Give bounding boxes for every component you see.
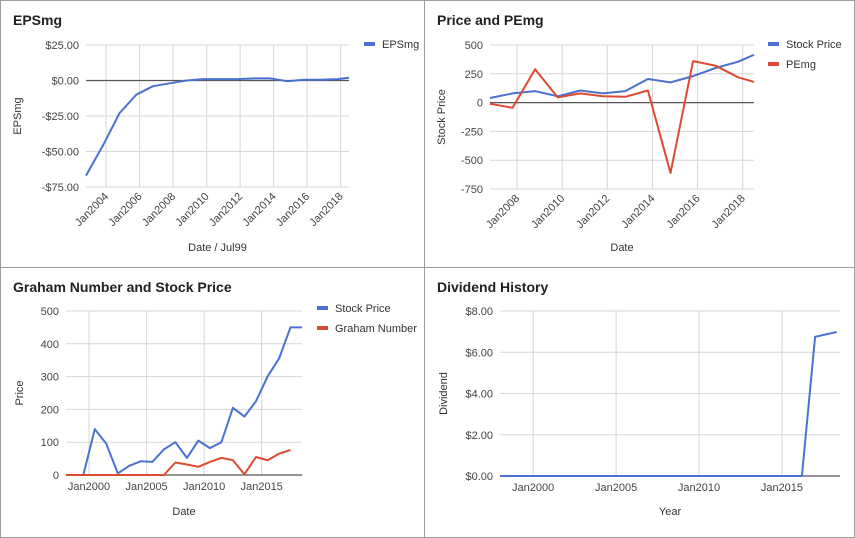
dividend-chart: $8.00 $6.00 $4.00 $2.00 $0.00 Jan2000 Jan2005 J… — [438, 306, 840, 518]
pe-legend-swatch — [768, 42, 779, 46]
graham-x-tick-label: Jan2000 — [68, 481, 110, 493]
eps-y-tick-label: $25.00 — [45, 40, 79, 52]
graham-series-line-0 — [66, 326, 302, 476]
pe-y-tick-label: 0 — [477, 98, 483, 110]
graham-y-tick-label: 0 — [53, 470, 59, 482]
pe-series-line-0 — [489, 53, 755, 99]
eps-x-tick-label: Jan2014 — [240, 191, 278, 229]
pe-legend-label: Stock Price — [786, 39, 842, 51]
graham-chart: 500 400 300 200 100 0 Jan2000 Jan2005 Jan2010 Jan… — [14, 303, 417, 518]
graham-y-tick-label: 100 — [41, 437, 59, 449]
pe-y-tick-label: -750 — [461, 184, 483, 196]
eps-x-tick-label: Jan2006 — [106, 191, 144, 229]
graham-y-tick-label: 500 — [41, 306, 59, 318]
graham-series-line-1 — [66, 449, 291, 476]
dividend-y-tick-label: $6.00 — [465, 347, 493, 359]
pe-x-tick-label: Jan2012 — [574, 193, 612, 231]
pe-legend-swatch — [768, 62, 779, 66]
dividend-x-tick-label: Jan2005 — [595, 482, 637, 494]
eps-x-tick-label: Jan2010 — [173, 191, 211, 229]
dividend-y-tick-label: $4.00 — [465, 389, 493, 401]
graham-y-tick-label: 300 — [41, 372, 59, 384]
eps-chart-title: EPSmg — [13, 12, 63, 28]
graham-x-tick-label: Jan2015 — [241, 481, 283, 493]
eps-y-tick-label: $0.00 — [51, 76, 79, 88]
pe-y-tick-label: 250 — [465, 69, 483, 81]
pe-x-axis-title: Date — [610, 242, 633, 254]
eps-chart-panel: EPSmg $25.00 $0.00 -$25.00 -$50.00 -$75.00 Ja… — [0, 0, 425, 268]
pe-legend-label: PEmg — [786, 59, 816, 71]
pe-x-tick-label: Jan2008 — [484, 193, 522, 231]
graham-x-tick-label: Jan2010 — [183, 481, 225, 493]
dividend-y-tick-label: $8.00 — [465, 306, 493, 318]
eps-x-tick-label: Jan2004 — [73, 191, 111, 229]
eps-x-tick-label: Jan2012 — [207, 191, 245, 229]
eps-chart: $25.00$0.00-$25.00-$50.00-$75.00Jan2004J… — [12, 39, 419, 254]
eps-y-tick-label: -$75.00 — [42, 182, 79, 194]
dividend-y-tick-label: $2.00 — [465, 430, 493, 442]
graham-x-axis-title: Date — [172, 506, 195, 518]
pe-y-axis-title: Stock Price — [436, 89, 448, 145]
pe-x-tick-label: Jan2016 — [664, 193, 702, 231]
eps-legend-swatch — [364, 42, 375, 46]
dividend-chart-title: Dividend History — [437, 279, 549, 295]
dividend-chart-panel: Dividend History $8.00 $6.00 $4.00 $2.00 $0.… — [424, 267, 855, 538]
pe-y-tick-label: 500 — [465, 40, 483, 52]
price-pe-chart-panel: Price and PEmg 500 250 0 -250 -500 -750 Jan200… — [424, 0, 855, 268]
pe-x-tick-label: Jan2010 — [529, 193, 567, 231]
eps-x-tick-label: Jan2008 — [140, 191, 178, 229]
graham-legend-label: Stock Price — [335, 303, 391, 315]
dividend-y-tick-label: $0.00 — [465, 471, 493, 483]
eps-y-tick-label: -$50.00 — [42, 147, 79, 159]
dividend-series-line-0 — [500, 331, 837, 477]
eps-y-tick-label: -$25.00 — [42, 111, 79, 123]
graham-chart-panel: Graham Number and Stock Price 500 400 300 2… — [0, 267, 425, 538]
pe-y-tick-label: -250 — [461, 126, 483, 138]
eps-x-tick-label: Jan2016 — [274, 191, 312, 229]
dividend-y-axis-title: Dividend — [438, 372, 450, 415]
graham-legend-swatch — [317, 326, 328, 330]
graham-x-tick-label: Jan2005 — [125, 481, 167, 493]
price-pe-chart-title: Price and PEmg — [437, 12, 544, 28]
pe-x-tick-label: Jan2014 — [619, 193, 657, 231]
pe-y-tick-label: -500 — [461, 155, 483, 167]
eps-x-tick-label: Jan2018 — [307, 191, 345, 229]
pe-series-line-1 — [489, 60, 755, 174]
graham-y-axis-title: Price — [14, 380, 26, 405]
eps-legend-label: EPSmg — [382, 39, 419, 51]
dividend-x-tick-label: Jan2015 — [761, 482, 803, 494]
graham-chart-title: Graham Number and Stock Price — [13, 279, 232, 295]
dividend-x-tick-label: Jan2000 — [512, 482, 554, 494]
graham-y-tick-label: 400 — [41, 339, 59, 351]
graham-y-tick-label: 200 — [41, 404, 59, 416]
graham-legend-label: Graham Number — [335, 323, 417, 335]
eps-series-line-0 — [85, 76, 350, 177]
eps-y-axis-title: EPSmg — [12, 97, 24, 134]
eps-x-axis-title: Date / Jul99 — [188, 242, 247, 254]
dividend-x-axis-title: Year — [659, 506, 682, 518]
pe-x-tick-label: Jan2018 — [710, 193, 748, 231]
graham-legend-swatch — [317, 306, 328, 310]
dividend-x-tick-label: Jan2010 — [678, 482, 720, 494]
